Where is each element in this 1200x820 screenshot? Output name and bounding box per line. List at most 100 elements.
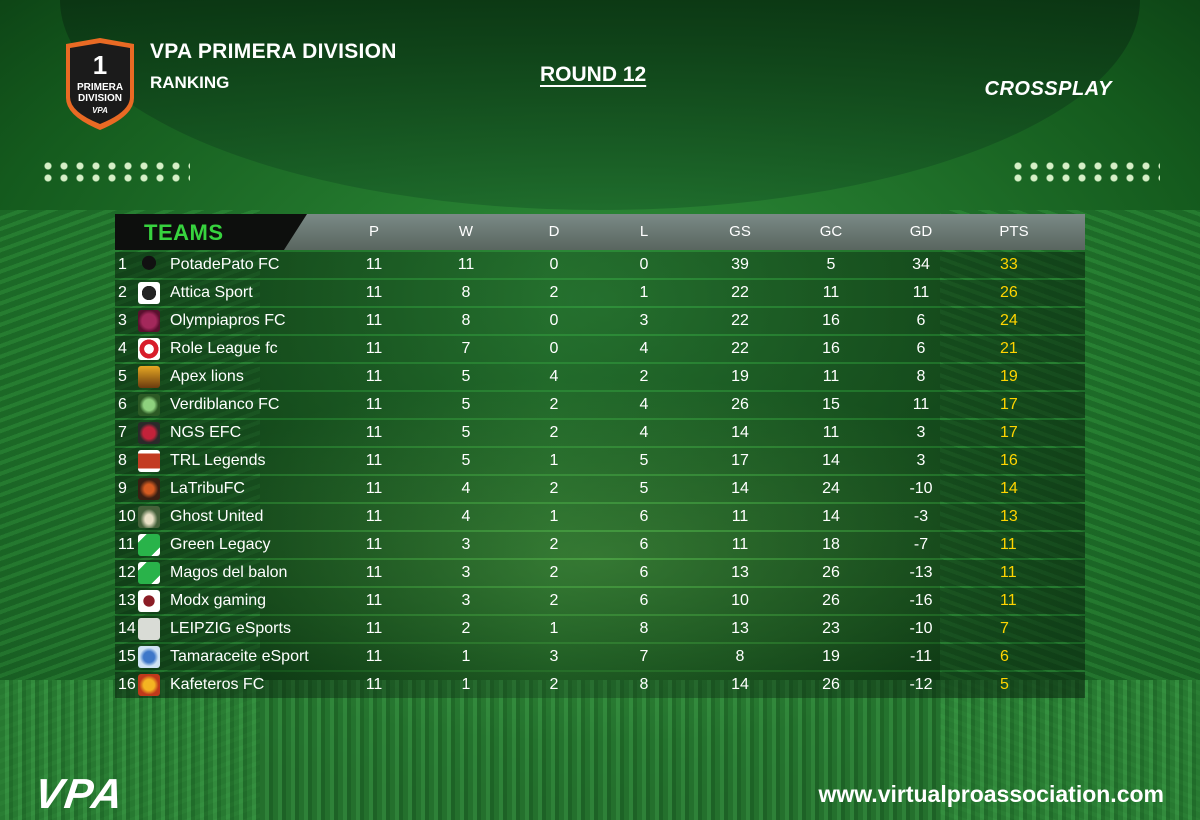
cell-l: 5 [639,480,649,497]
cell-pts: 11 [1000,536,1017,553]
team-name: Green Legacy [170,536,271,553]
cell-p: 11 [365,620,383,637]
team-name: Verdiblanco FC [170,396,280,413]
green-legacy-logo [138,534,160,556]
team-position: 12 [118,564,136,581]
page-subtitle: RANKING [150,73,230,92]
cell-gs: 22 [731,284,749,301]
table-row: 16 Kafeteros FC 11 1 2 8 14 26 -12 5 [115,672,1085,698]
team-position: 1 [118,256,127,273]
team-position: 13 [118,592,136,609]
team-name: Tamaraceite eSport [170,648,309,665]
cell-gc: 14 [822,508,840,525]
cell-gs: 11 [731,536,749,553]
team-name: NGS EFC [170,424,242,441]
table-row: 5 Apex lions 11 5 4 2 19 11 8 19 [115,364,1085,390]
cell-gd: -12 [909,676,933,693]
cell-p: 11 [365,368,383,385]
cell-pts: 19 [1000,368,1018,385]
team-position: 7 [118,424,127,441]
cell-p: 11 [365,396,383,413]
team-name: Role League fc [170,340,278,357]
cell-gs: 8 [735,648,745,665]
cell-l: 1 [639,284,649,301]
cell-l: 6 [639,564,649,581]
team-position: 3 [118,312,127,329]
cell-gs: 22 [731,312,749,329]
team-name: Apex lions [170,368,244,385]
cell-d: 2 [549,564,559,581]
verdiblanco-logo [138,394,160,416]
cell-w: 5 [461,452,471,469]
table-row: 3 Olympiapros FC 11 8 0 3 22 16 6 24 [115,308,1085,334]
cell-w: 3 [461,564,471,581]
team-position: 8 [118,452,127,469]
team-position: 14 [118,620,136,637]
badge-text-line1: PRIMERA [77,82,123,93]
cell-d: 2 [549,592,559,609]
cell-pts: 17 [1000,424,1018,441]
cell-gc: 11 [822,368,840,385]
kafeteros-logo [138,674,160,696]
cell-w: 5 [461,396,471,413]
cell-gc: 26 [822,592,840,609]
cell-p: 11 [365,256,383,273]
badge-brand: VPA [92,106,108,115]
cell-p: 11 [365,340,383,357]
cell-p: 11 [365,592,383,609]
cell-gc: 16 [822,340,840,357]
team-name: Kafeteros FC [170,676,265,693]
cell-p: 11 [365,424,383,441]
cell-d: 2 [549,480,559,497]
cell-l: 8 [639,620,649,637]
team-position: 11 [118,536,135,553]
team-position: 15 [118,648,136,665]
cell-pts: 5 [1000,676,1009,693]
team-name: Magos del balon [170,564,288,581]
cell-p: 11 [365,564,383,581]
cell-gs: 14 [731,424,749,441]
team-position: 10 [118,508,136,525]
cell-gd: 6 [916,340,926,357]
cell-d: 2 [549,284,559,301]
cell-pts: 24 [1000,312,1018,329]
cell-gs: 39 [731,256,749,273]
apex-lions-logo [138,366,160,388]
cell-l: 0 [639,256,649,273]
col-header-d: D [548,223,560,240]
team-position: 4 [118,340,127,357]
col-header-l: L [639,223,649,240]
cell-gc: 23 [822,620,840,637]
cell-l: 4 [639,340,649,357]
cell-gd: -3 [913,508,929,525]
cell-gd: 34 [912,256,930,273]
col-header-pts: PTS [999,223,1029,240]
cell-p: 11 [365,536,383,553]
cell-l: 3 [639,312,649,329]
cell-gs: 10 [731,592,749,609]
table-row: 8 TRL Legends 11 5 1 5 17 14 3 16 [115,448,1085,474]
trl-logo [138,450,160,472]
badge-text-line2: DIVISION [78,93,122,104]
table-row: 1 PotadePato FC 11 11 0 0 39 5 34 33 [115,252,1085,278]
cell-w: 2 [461,620,471,637]
floodlights-left [40,160,190,186]
team-name: PotadePato FC [170,256,280,273]
cell-w: 5 [461,368,471,385]
cell-gs: 17 [731,452,749,469]
cell-l: 2 [639,368,649,385]
cell-w: 5 [461,424,471,441]
cell-w: 11 [457,256,475,273]
cell-l: 6 [639,536,649,553]
table-row: 10 Ghost United 11 4 1 6 11 14 -3 13 [115,504,1085,530]
cell-gd: 6 [916,312,926,329]
cell-pts: 13 [1000,508,1018,525]
league-title: VPA PRIMERA DIVISION [150,40,397,63]
table-body: 1 PotadePato FC 11 11 0 0 39 5 34 33 2 Attica Sport… [115,252,1085,698]
cell-gc: 5 [826,256,836,273]
standings-table: TEAMS P W D L GS GC GD PTS 1 PotadePato F… [115,214,1085,698]
team-name: LEIPZIG eSports [170,620,291,637]
cell-w: 3 [461,536,471,553]
cell-d: 0 [549,340,559,357]
cell-l: 6 [639,592,649,609]
